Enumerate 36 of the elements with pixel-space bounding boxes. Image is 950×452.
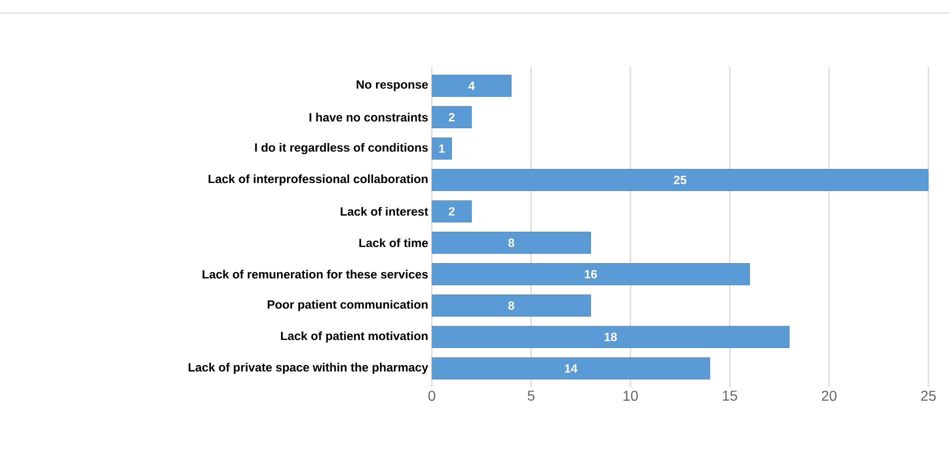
x-tick-label: 15 <box>722 390 738 401</box>
data-label: 2 <box>448 207 455 216</box>
y-tick-label: Lack of time <box>359 238 428 248</box>
y-tick-label: Lack of remuneration for these services <box>202 270 428 279</box>
y-tick-label: Poor patient communication <box>268 300 428 312</box>
data-label: 16 <box>584 270 597 278</box>
data-label: 1 <box>439 144 445 153</box>
bar <box>432 326 790 348</box>
y-tick-label: Lack of patient motivation <box>281 331 428 343</box>
bar <box>432 294 591 317</box>
y-tick-label: Lack of private space within the pharmacy <box>188 362 428 374</box>
data-label: 4 <box>468 82 475 90</box>
bar <box>432 168 928 191</box>
data-label: 18 <box>604 332 617 342</box>
x-tick-label: 5 <box>528 390 535 401</box>
data-label: 25 <box>674 176 686 184</box>
data-label: 8 <box>508 301 514 310</box>
y-tick-label: I have no constraints <box>310 112 428 122</box>
x-tick-label: 25 <box>921 390 936 401</box>
y-tick-label: Lack of interest <box>340 207 428 216</box>
data-label: 8 <box>508 238 514 247</box>
data-label: 14 <box>564 364 578 372</box>
bar <box>432 138 452 160</box>
y-tick-label: No response <box>356 80 428 92</box>
bar <box>432 232 591 254</box>
bar <box>432 357 710 380</box>
bar <box>432 106 472 128</box>
bar <box>432 263 750 286</box>
x-tick-label: 10 <box>624 390 638 401</box>
x-tick-label: 0 <box>428 390 436 401</box>
bar <box>432 200 472 222</box>
y-tick-label: Lack of interprofessional collaboration <box>208 174 428 186</box>
data-label: 2 <box>448 113 455 122</box>
x-tick-label: 20 <box>822 390 837 401</box>
bar <box>432 74 512 97</box>
y-tick-label: I do it regardless of conditions <box>255 142 428 154</box>
